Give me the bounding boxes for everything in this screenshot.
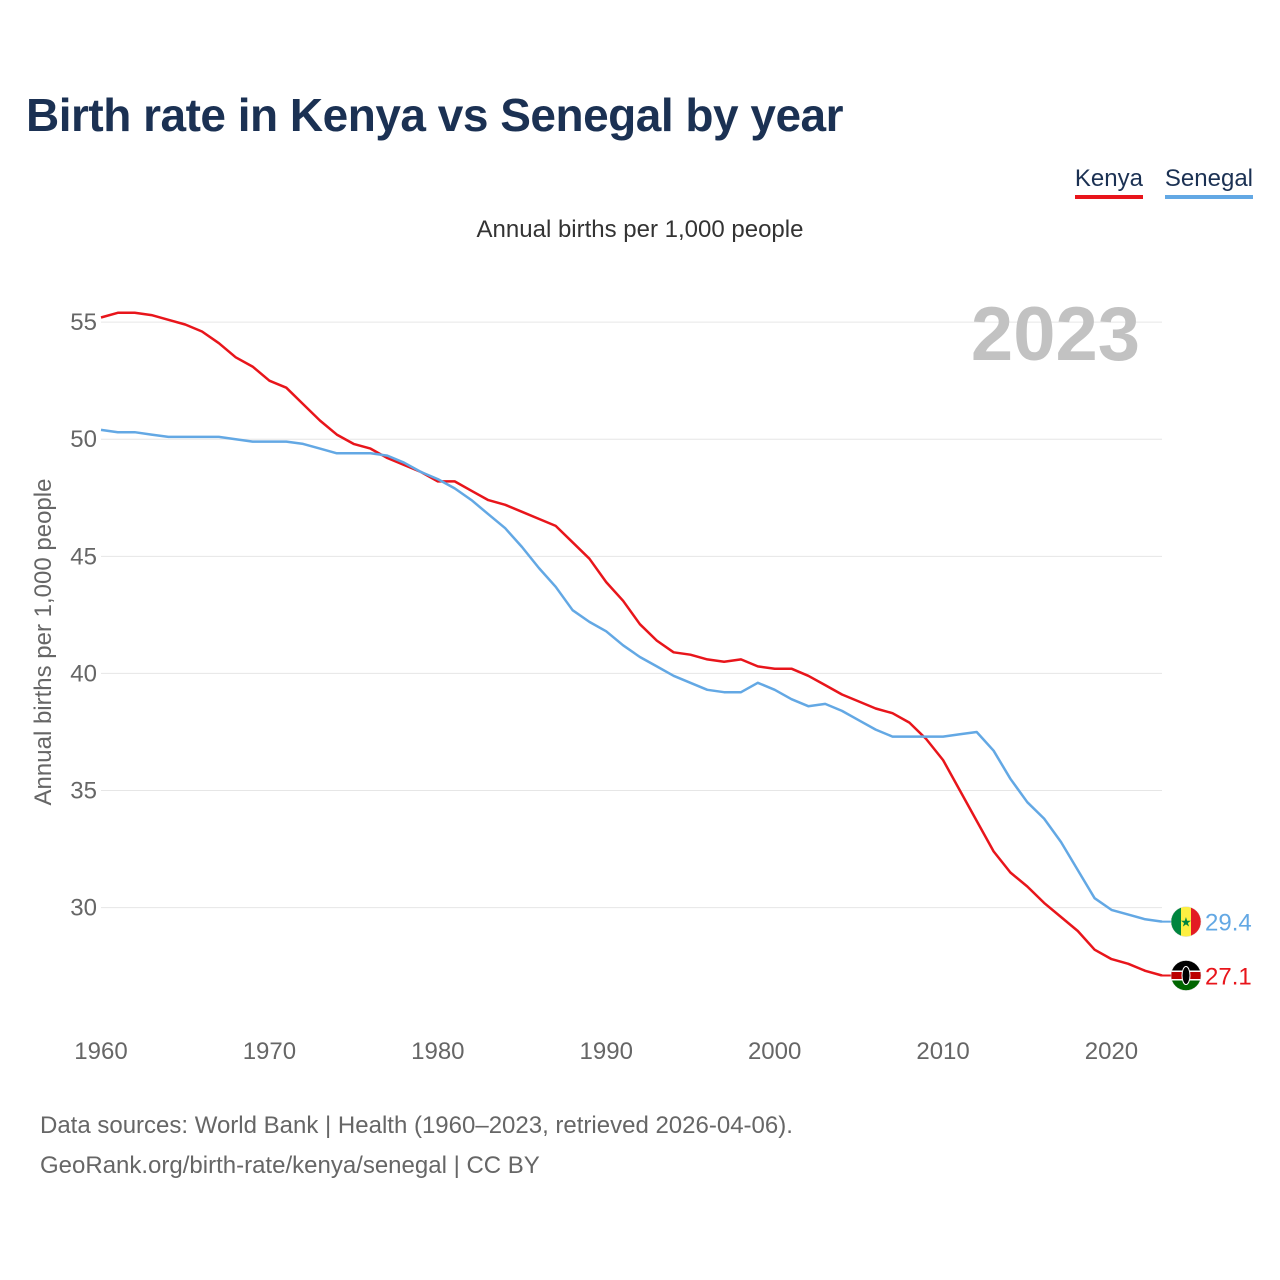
y-tick-label: 40 (70, 660, 97, 687)
source-line-2: GeoRank.org/birth-rate/kenya/senegal | C… (40, 1152, 540, 1179)
x-tick-label: 1980 (411, 1038, 464, 1065)
svg-text:★: ★ (1180, 916, 1192, 931)
x-tick-label: 1970 (243, 1038, 296, 1065)
legend-item-kenya[interactable]: Kenya (1074, 165, 1143, 199)
chart-subtitle: Annual births per 1,000 people (476, 216, 804, 243)
legend: Kenya Senegal (1074, 165, 1253, 199)
x-tick-label: 2020 (1085, 1038, 1138, 1065)
x-tick-label: 2000 (748, 1038, 801, 1065)
legend-item-senegal[interactable]: Senegal (1164, 165, 1253, 199)
series-line-senegal[interactable] (100, 428, 1163, 923)
x-tick-label: 1990 (580, 1038, 633, 1065)
x-tick-label: 2010 (916, 1038, 969, 1065)
year-watermark: 2023 (971, 292, 1140, 377)
series-line-kenya[interactable] (100, 311, 1163, 977)
senegal-flag-icon: ★ (1170, 906, 1202, 937)
kenya-flag-icon (1170, 960, 1202, 991)
chart-title: Birth rate in Kenya vs Senegal by year (26, 89, 844, 141)
end-value-label-kenya: 27.1 (1205, 964, 1252, 991)
y-tick-label: 55 (70, 309, 97, 336)
y-tick-label: 35 (70, 778, 97, 805)
y-tick-label: 45 (70, 543, 97, 570)
end-value-label-senegal: 29.4 (1205, 910, 1252, 937)
y-axis-label: Annual births per 1,000 people (30, 479, 57, 806)
source-note: Data sources: World Bank | Health (1960–… (40, 1106, 793, 1186)
source-line-1: Data sources: World Bank | Health (1960–… (40, 1112, 793, 1139)
y-tick-label: 30 (70, 895, 97, 922)
x-tick-label: 1960 (74, 1038, 127, 1065)
y-tick-label: 50 (70, 426, 97, 453)
